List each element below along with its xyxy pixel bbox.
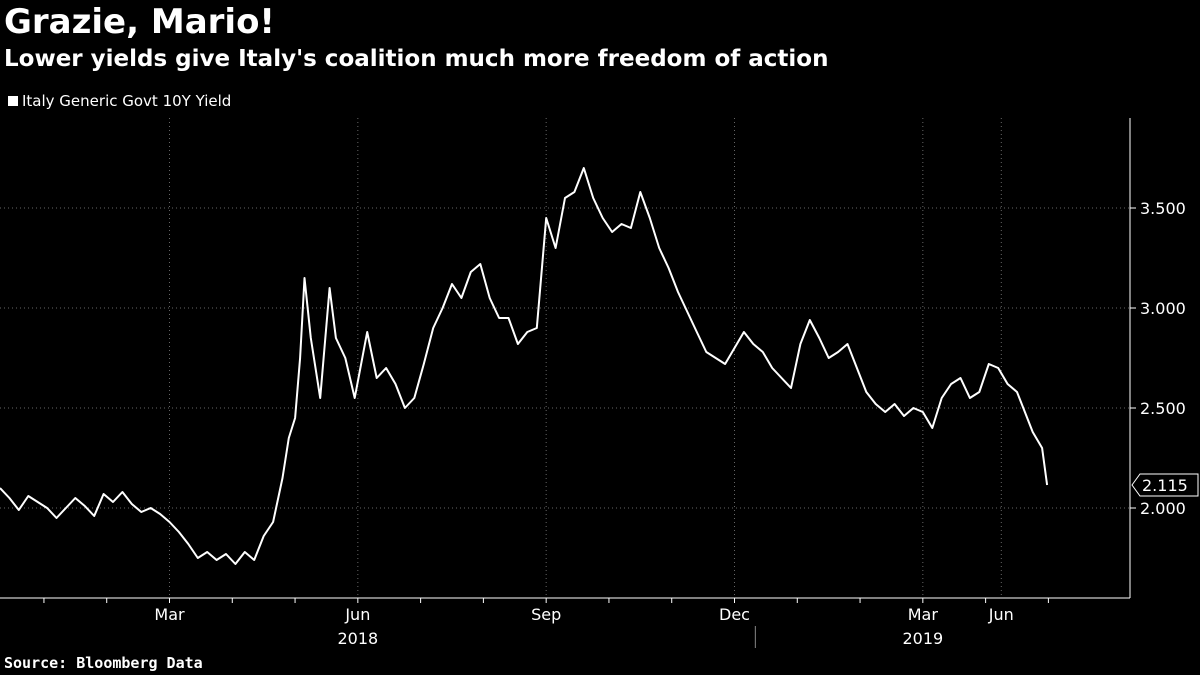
y-tick-label: 2.500 bbox=[1140, 399, 1186, 418]
source-note: Source: Bloomberg Data bbox=[4, 654, 203, 672]
legend-swatch bbox=[8, 96, 18, 106]
x-tick-label: Dec bbox=[719, 605, 750, 624]
y-tick-label: 2.000 bbox=[1140, 499, 1186, 518]
legend-label: Italy Generic Govt 10Y Yield bbox=[22, 92, 232, 110]
x-tick-label: Sep bbox=[531, 605, 561, 624]
x-tick-label: Mar bbox=[908, 605, 939, 624]
x-year-label: 2019 bbox=[902, 629, 943, 648]
x-tick-label: Mar bbox=[154, 605, 185, 624]
chart-title: Grazie, Mario! bbox=[4, 2, 275, 42]
last-value-label: 2.115 bbox=[1142, 476, 1188, 495]
x-tick-label: Jun bbox=[344, 605, 370, 624]
x-tick-label: Jun bbox=[988, 605, 1014, 624]
y-tick-label: 3.000 bbox=[1140, 299, 1186, 318]
series-line bbox=[0, 167, 1049, 565]
chart-subtitle: Lower yields give Italy's coalition much… bbox=[4, 46, 829, 72]
last-value-badge bbox=[1131, 473, 1199, 497]
y-tick-label: 3.500 bbox=[1140, 199, 1186, 218]
x-year-label: 2018 bbox=[337, 629, 378, 648]
legend: Italy Generic Govt 10Y Yield bbox=[8, 92, 231, 110]
